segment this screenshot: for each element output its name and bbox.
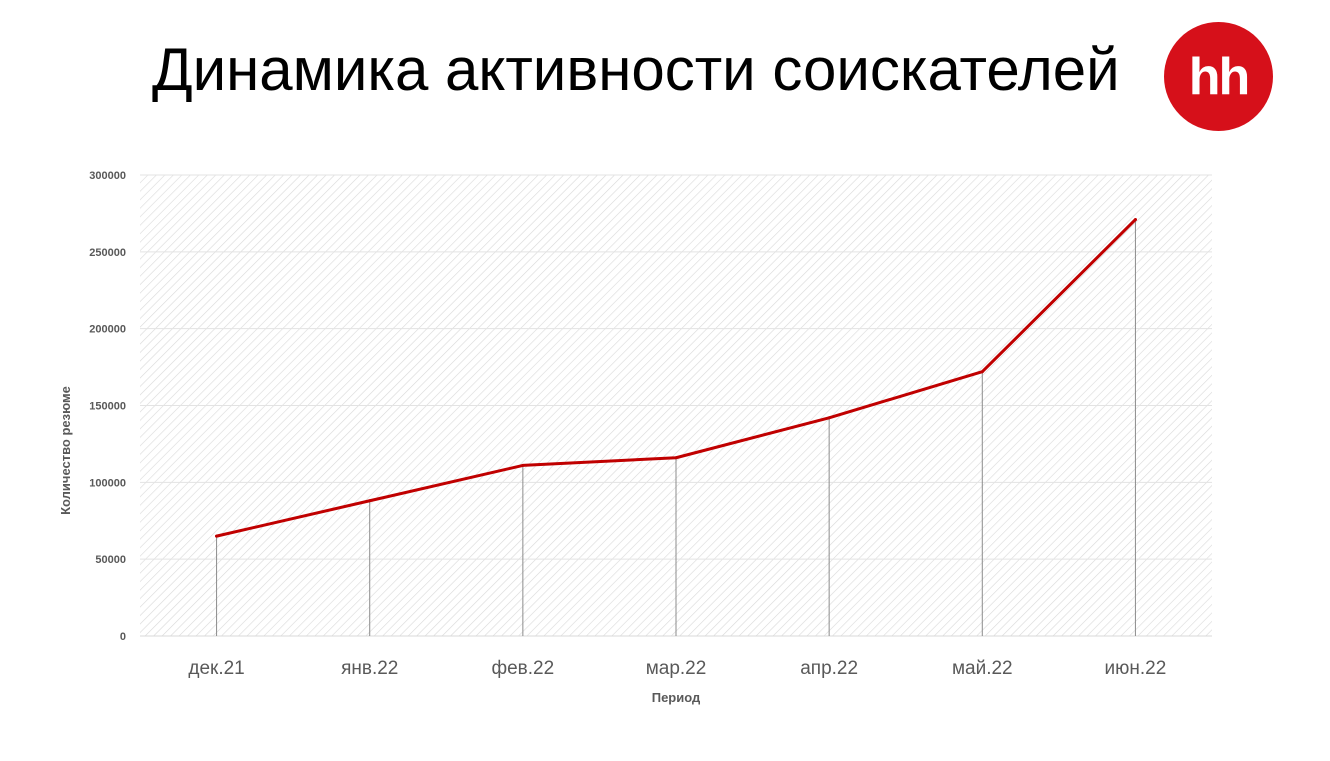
data-point (980, 370, 984, 374)
y-tick-label: 300000 (89, 170, 126, 182)
y-tick-label: 250000 (89, 247, 126, 259)
x-tick-label: апр.22 (800, 658, 858, 679)
y-tick-label: 100000 (89, 477, 126, 489)
data-point (674, 456, 678, 460)
data-point (1133, 218, 1137, 222)
x-axis-ticks: дек.21 янв.22 фев.22 мар.22 апр.22 май.22 июн.… (188, 658, 1166, 679)
x-tick-label: дек.21 (188, 658, 244, 679)
y-axis-ticks: 0 50000 100000 150000 200000 250000 300000 (89, 170, 126, 643)
y-tick-label: 0 (120, 631, 126, 643)
data-point (521, 463, 525, 467)
slide-title: Динамика активности соискателей (152, 36, 1120, 103)
hh-logo: hh (1164, 22, 1273, 131)
drop-lines (216, 219, 1136, 636)
x-tick-label: янв.22 (341, 658, 398, 679)
x-tick-label: мар.22 (646, 658, 707, 679)
y-tick-label: 50000 (95, 554, 126, 566)
x-tick-label: фев.22 (491, 658, 554, 679)
x-tick-label: май.22 (952, 658, 1013, 679)
x-axis-label: Период (652, 690, 701, 705)
y-tick-label: 200000 (89, 324, 126, 336)
data-point (215, 534, 219, 538)
data-point (827, 416, 831, 420)
hh-logo-text: hh (1188, 47, 1251, 106)
series-layer (215, 218, 1137, 538)
data-point (368, 499, 372, 503)
y-axis-label: Количество резюме (58, 386, 73, 515)
x-tick-label: июн.22 (1105, 658, 1167, 679)
y-tick-label: 150000 (89, 401, 126, 413)
